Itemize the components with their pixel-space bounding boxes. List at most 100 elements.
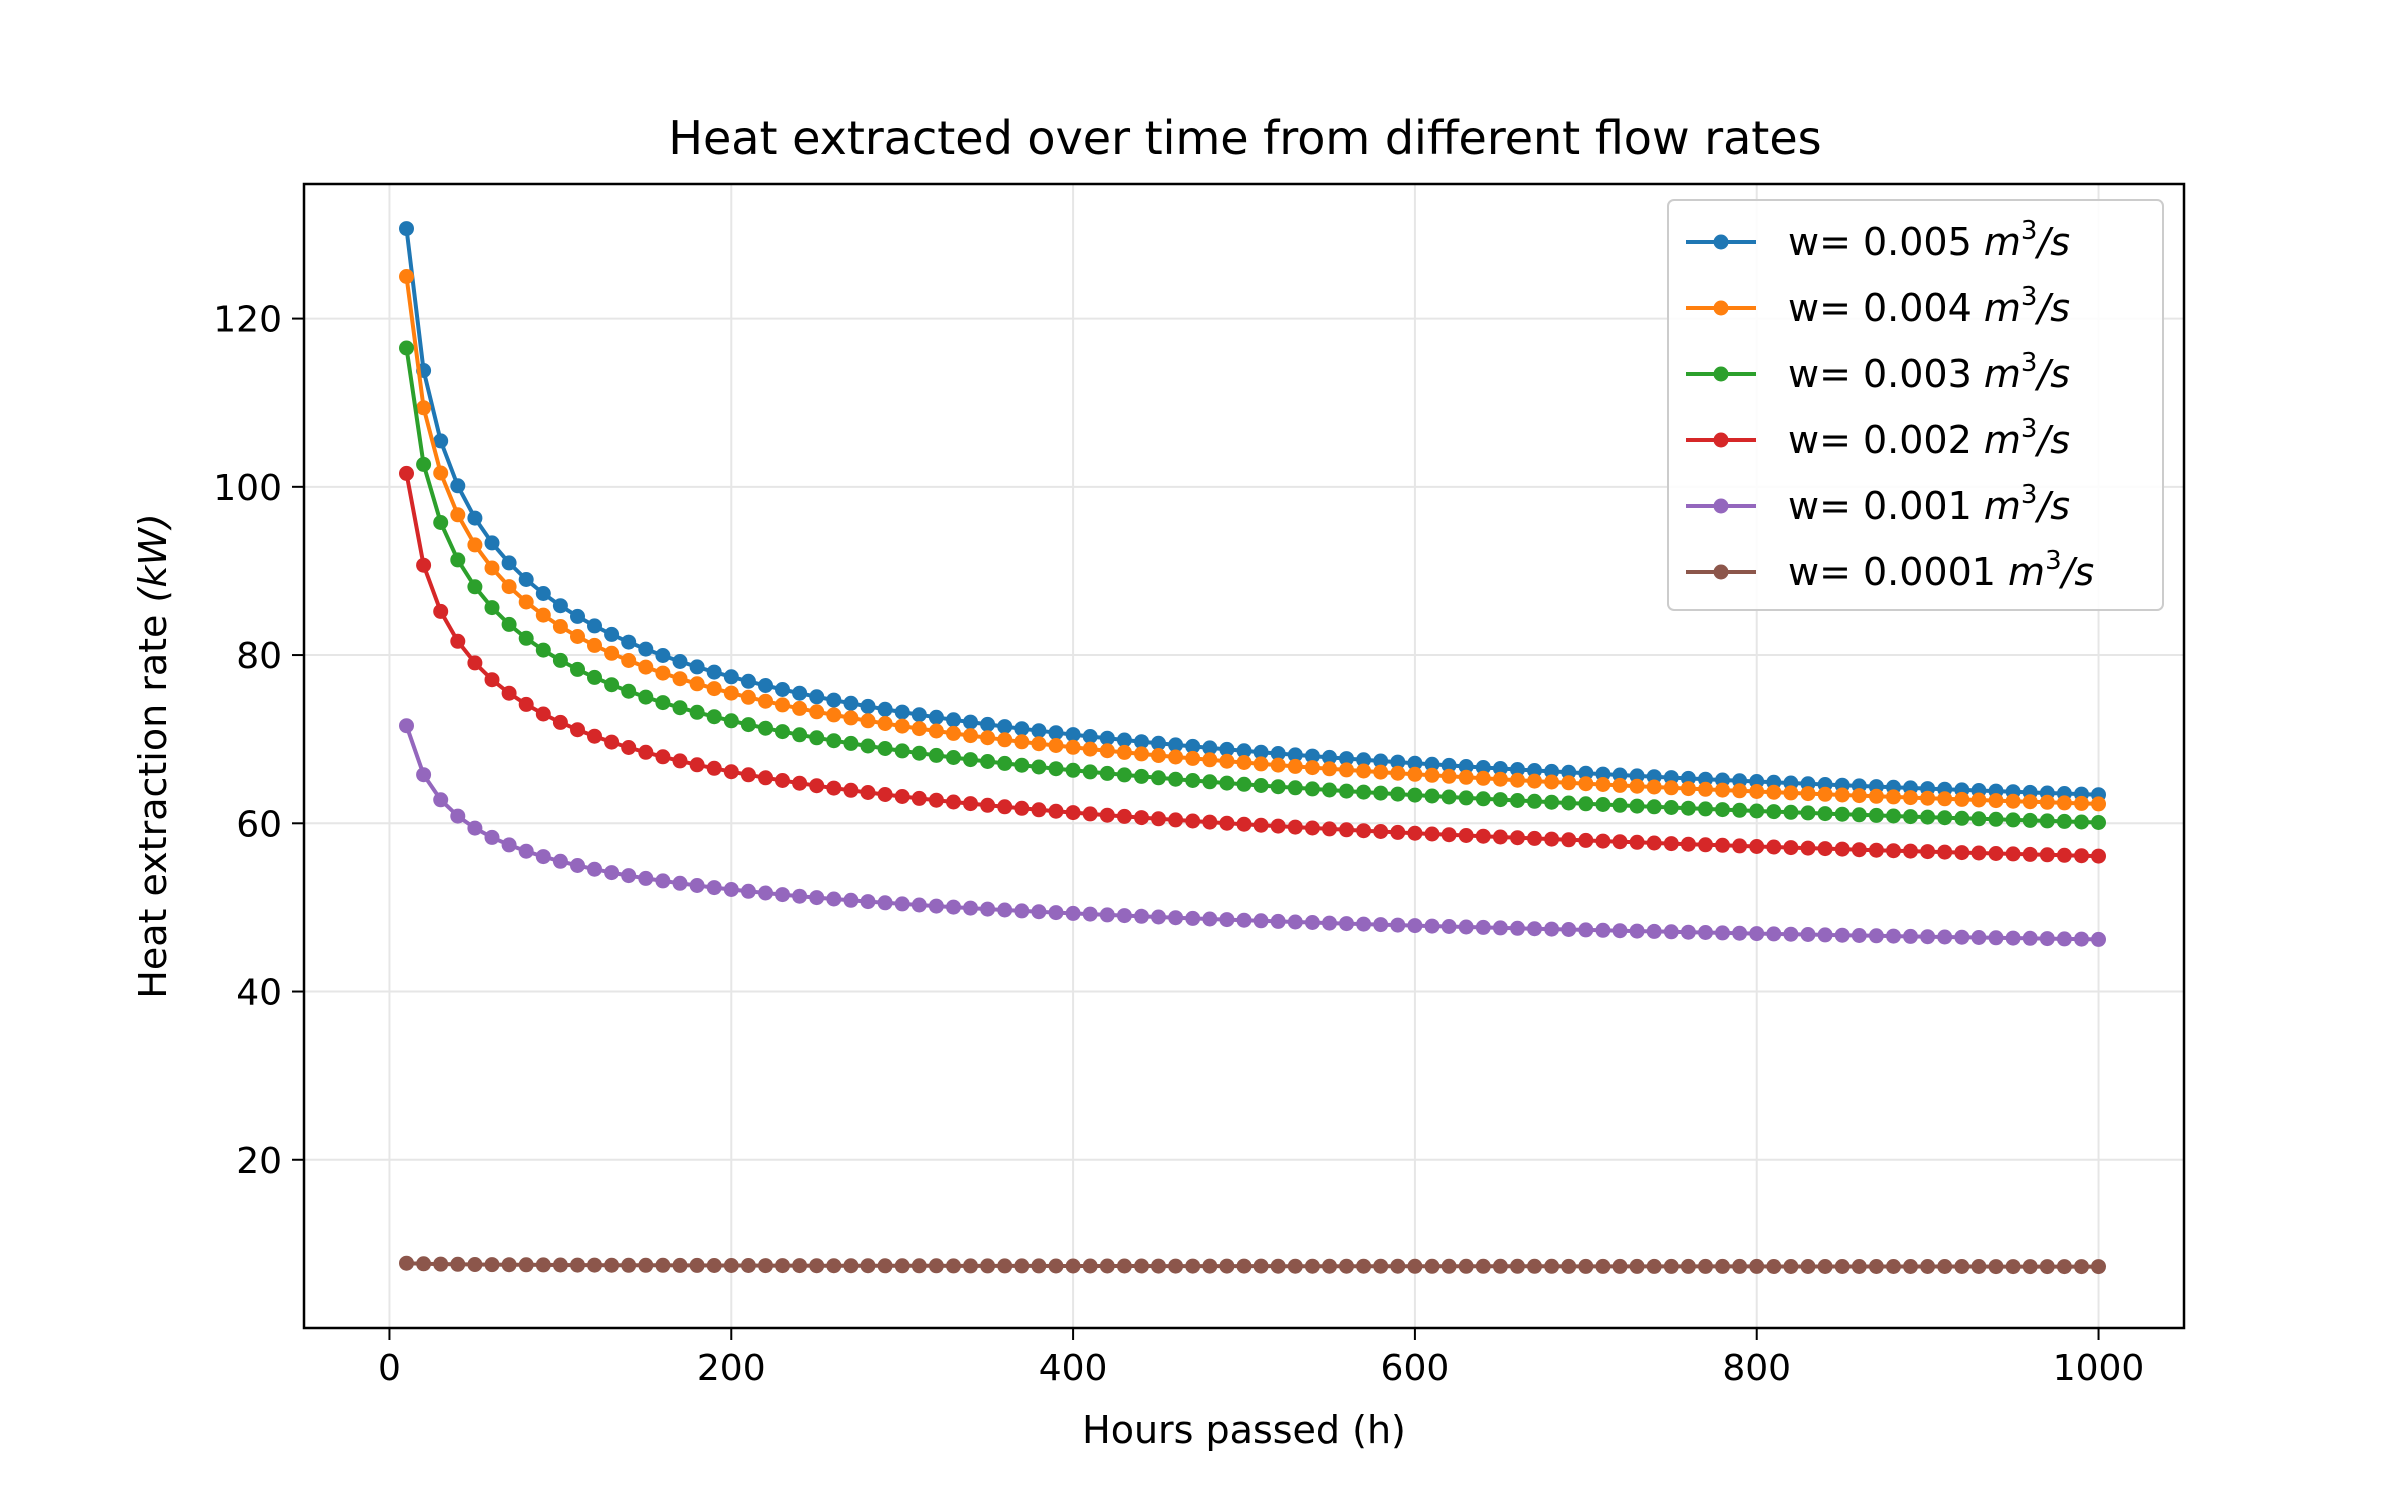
data-point <box>1287 758 1303 774</box>
data-point <box>1475 760 1491 775</box>
data-point <box>1475 828 1491 844</box>
data-point <box>1749 839 1765 854</box>
data-point <box>587 728 602 744</box>
legend-unit-tail: /s <box>2034 352 2070 396</box>
data-point <box>2074 1259 2089 1275</box>
data-point <box>1031 759 1047 775</box>
data-point <box>1903 928 1918 944</box>
series-6 <box>399 1255 2106 1275</box>
data-point <box>1954 791 1970 807</box>
data-point <box>672 654 688 669</box>
data-point <box>1629 834 1645 850</box>
data-point <box>1749 803 1765 819</box>
data-point <box>1578 922 1594 938</box>
data-point <box>1441 1258 1457 1274</box>
data-point <box>1954 929 1970 945</box>
data-point <box>1048 803 1064 819</box>
data-point <box>655 749 671 765</box>
data-point <box>1356 916 1372 932</box>
data-point <box>1578 776 1594 792</box>
legend-label: w= 0.0001 m3/s <box>1788 546 2094 594</box>
data-point <box>1099 907 1115 923</box>
data-point <box>467 820 483 836</box>
legend-swatch-marker <box>1713 234 1729 250</box>
series-line <box>404 473 2099 859</box>
data-point <box>1082 806 1098 822</box>
data-point <box>484 1257 500 1273</box>
data-point <box>1134 734 1149 750</box>
data-point <box>450 552 466 568</box>
data-point <box>740 1258 756 1273</box>
data-point <box>450 808 466 824</box>
data-point <box>1458 759 1474 774</box>
data-point <box>1373 753 1389 769</box>
data-point <box>911 790 927 806</box>
data-point <box>1031 736 1047 752</box>
data-point <box>552 1257 568 1273</box>
data-point <box>604 1257 620 1273</box>
data-point <box>1287 780 1303 796</box>
data-point <box>843 710 859 726</box>
series-5 <box>399 718 2106 947</box>
data-point <box>1424 756 1440 772</box>
data-point <box>1048 905 1064 921</box>
series-line <box>404 725 2099 942</box>
data-point <box>843 735 859 751</box>
data-point <box>723 882 739 897</box>
data-point <box>877 1258 893 1274</box>
data-point <box>1492 761 1508 776</box>
data-point <box>518 572 534 587</box>
data-point <box>1390 765 1406 781</box>
data-point <box>1475 770 1491 786</box>
data-point <box>894 704 910 720</box>
data-point <box>1817 806 1833 822</box>
data-point <box>552 853 568 869</box>
x-tick-label: 1000 <box>2053 1348 2145 1389</box>
data-point <box>826 780 842 796</box>
data-point <box>928 747 944 763</box>
data-point <box>1527 1258 1542 1274</box>
data-point <box>2091 1259 2106 1275</box>
legend-unit-tail: /s <box>2034 418 2070 462</box>
data-point <box>928 723 944 739</box>
data-point <box>1510 762 1525 777</box>
data-point <box>1339 751 1354 767</box>
data-point <box>1680 836 1696 852</box>
data-point <box>997 719 1013 735</box>
data-point <box>1151 748 1166 763</box>
data-point <box>928 792 944 808</box>
legend-unit-base: m <box>1984 286 2021 330</box>
data-point <box>1920 844 1936 860</box>
data-point <box>535 642 551 658</box>
data-point <box>1612 834 1628 850</box>
data-point <box>2022 812 2038 828</box>
data-point <box>1680 1258 1696 1274</box>
data-point <box>1168 910 1184 926</box>
data-point <box>2091 815 2106 830</box>
data-point <box>433 515 449 530</box>
data-point <box>1612 923 1628 939</box>
data-point <box>1441 757 1457 773</box>
data-point <box>1492 829 1508 845</box>
data-point <box>1646 769 1662 785</box>
data-point <box>723 685 739 701</box>
data-point <box>1971 930 1987 945</box>
y-tick-label: 60 <box>236 804 282 845</box>
data-point <box>672 1257 688 1273</box>
data-point <box>604 865 620 881</box>
data-point <box>672 753 688 769</box>
data-point <box>2056 1259 2072 1275</box>
data-point <box>1202 814 1218 830</box>
data-point <box>946 750 961 765</box>
data-point <box>1886 808 1901 824</box>
data-point <box>2091 796 2106 812</box>
data-point <box>1783 804 1799 820</box>
data-point <box>1817 1259 1833 1274</box>
series-line <box>404 347 2099 825</box>
data-point <box>1270 913 1286 929</box>
data-point <box>1185 910 1201 926</box>
data-point <box>1322 821 1337 837</box>
data-point <box>1134 1258 1149 1274</box>
data-point <box>1475 919 1491 935</box>
